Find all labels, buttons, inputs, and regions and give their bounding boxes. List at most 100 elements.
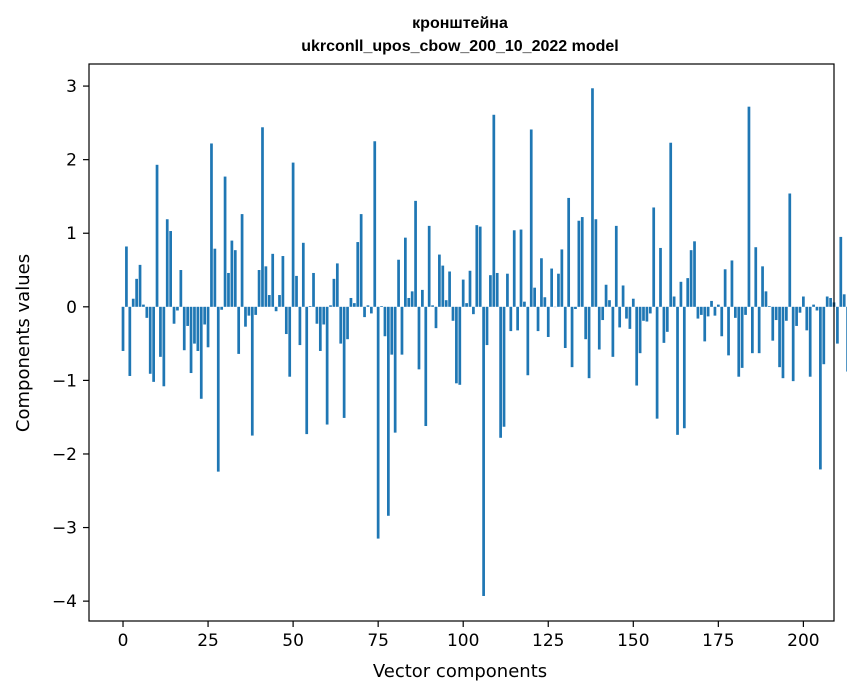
- bar: [424, 306, 428, 427]
- bar: [839, 236, 843, 307]
- bar: [193, 306, 196, 344]
- bar: [182, 306, 186, 351]
- bar: [472, 306, 475, 315]
- bar: [516, 306, 519, 331]
- bar: [332, 278, 336, 307]
- bar: [713, 306, 717, 316]
- bar: [441, 265, 445, 307]
- bar: [318, 306, 322, 351]
- bar: [655, 306, 659, 419]
- bar: [594, 219, 598, 307]
- bar: [703, 306, 707, 342]
- bar: [421, 289, 424, 307]
- bar: [533, 287, 536, 307]
- bar: [625, 306, 628, 319]
- bar: [349, 297, 353, 307]
- x-tick-label: 0: [118, 631, 129, 651]
- bar: [754, 247, 758, 307]
- bar: [237, 306, 241, 354]
- bar: [278, 295, 281, 307]
- bar: [587, 306, 591, 379]
- bar: [203, 306, 207, 325]
- bar: [842, 294, 846, 307]
- y-axis-ticks: −4 −3 −2 −1 0 1 2 3: [52, 77, 89, 612]
- bar: [550, 268, 554, 307]
- bar: [400, 306, 404, 355]
- bar: [482, 306, 485, 596]
- bar: [791, 306, 795, 382]
- bar: [128, 306, 132, 376]
- bars-group: [121, 88, 847, 596]
- chart-title-line-1: кронштейна: [412, 15, 508, 32]
- bar: [387, 306, 390, 516]
- bar: [455, 306, 458, 384]
- bar: [284, 306, 288, 335]
- bar: [645, 306, 649, 322]
- bar: [407, 297, 411, 307]
- bar: [346, 306, 349, 340]
- bar: [230, 240, 234, 307]
- bar: [383, 306, 387, 337]
- bar: [716, 304, 720, 307]
- bar: [125, 246, 128, 307]
- x-tick-label: 200: [787, 631, 819, 651]
- x-tick-label: 100: [447, 631, 479, 651]
- bar: [631, 298, 635, 307]
- bar: [138, 264, 142, 307]
- bar: [778, 306, 781, 368]
- bar: [676, 306, 679, 435]
- bar: [621, 285, 625, 307]
- bar: [485, 306, 489, 346]
- bar: [159, 306, 162, 357]
- bar: [244, 306, 247, 327]
- bar: [342, 306, 346, 418]
- bar: [744, 306, 747, 315]
- bar: [536, 306, 540, 332]
- bar: [672, 296, 676, 307]
- bar: [380, 306, 383, 307]
- bar: [570, 306, 574, 368]
- bar: [223, 176, 227, 307]
- bar: [145, 306, 149, 318]
- bar: [499, 306, 502, 438]
- bar: [557, 273, 560, 307]
- bar: [121, 306, 125, 351]
- bar: [584, 306, 588, 340]
- bar: [812, 304, 815, 307]
- bar: [356, 242, 360, 307]
- bar: [611, 306, 615, 357]
- bar: [543, 297, 547, 307]
- bar: [131, 298, 135, 307]
- bar: [689, 250, 693, 307]
- bar: [366, 305, 370, 307]
- bar: [250, 306, 254, 436]
- bar: [574, 306, 577, 310]
- bar: [206, 306, 210, 348]
- bar: [580, 217, 584, 307]
- bar: [768, 306, 771, 307]
- bar: [414, 200, 417, 307]
- bar: [186, 306, 190, 326]
- y-axis-label: Components values: [13, 254, 34, 432]
- bar: [819, 306, 822, 470]
- bar: [665, 306, 669, 332]
- bar: [288, 306, 292, 377]
- bar: [836, 306, 839, 344]
- bar: [155, 164, 159, 307]
- bar: [652, 207, 656, 307]
- bar: [148, 306, 152, 374]
- bar: [567, 197, 571, 307]
- plot-frame: [88, 63, 835, 622]
- bar: [142, 304, 145, 307]
- bar: [264, 266, 268, 307]
- y-tick-label: 1: [66, 224, 77, 244]
- y-tick-label: −4: [52, 592, 77, 612]
- bar: [785, 306, 788, 321]
- bar: [614, 225, 618, 307]
- bar: [751, 306, 754, 354]
- bar: [312, 272, 315, 307]
- bar: [781, 306, 785, 379]
- bar: [254, 306, 258, 315]
- bar: [502, 306, 506, 427]
- bar: [152, 306, 155, 382]
